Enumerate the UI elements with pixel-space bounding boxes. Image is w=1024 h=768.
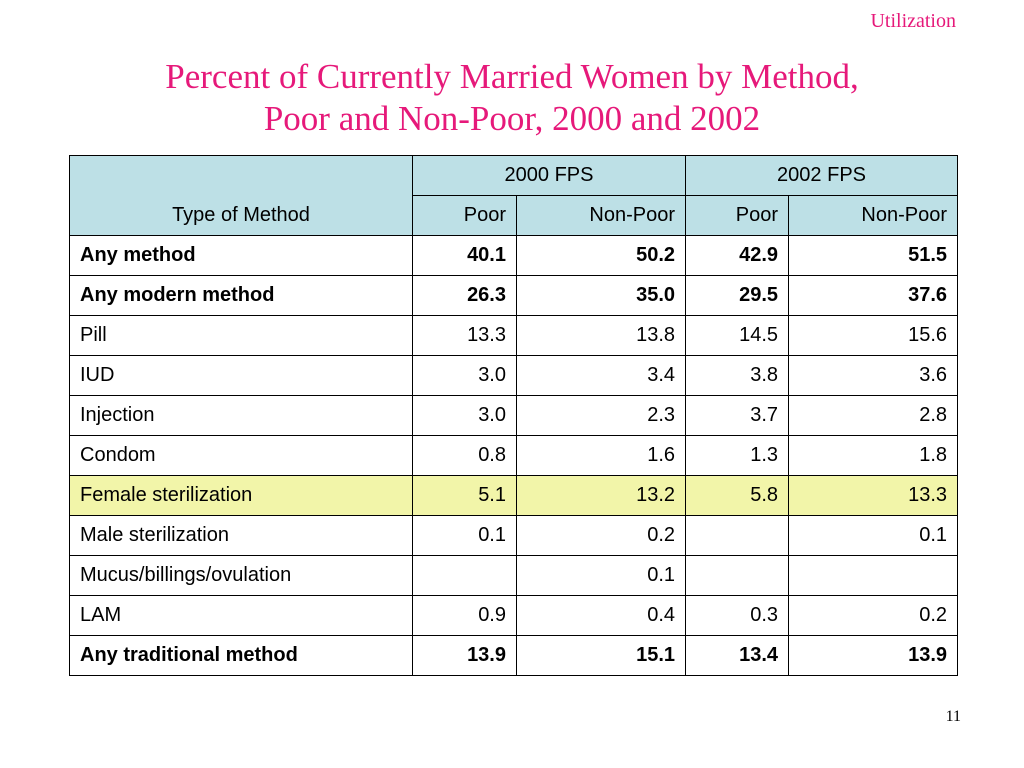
value-cell: 2.3 (515, 395, 687, 436)
value-cell: 13.2 (515, 475, 687, 516)
value-cell: 26.3 (412, 275, 517, 316)
value-cell: 0.1 (515, 555, 687, 596)
value-cell: 13.9 (412, 635, 517, 676)
value-cell: 0.2 (515, 515, 687, 556)
table-row: Any method 40.1 50.2 42.9 51.5 (69, 235, 959, 276)
value-cell: 3.0 (412, 395, 517, 436)
table-row-highlighted: Female sterilization 5.1 13.2 5.8 13.3 (69, 475, 959, 516)
value-cell: 0.4 (515, 595, 687, 636)
table-row: Any traditional method 13.9 15.1 13.4 13… (69, 635, 959, 676)
value-cell: 13.3 (788, 475, 959, 516)
method-name: Injection (69, 395, 413, 436)
slide-title-line-2: Poor and Non-Poor, 2000 and 2002 (263, 99, 761, 138)
method-name: Condom (69, 435, 413, 476)
value-cell: 5.8 (685, 475, 790, 516)
value-cell: 0.9 (412, 595, 517, 636)
value-cell: 0.1 (412, 515, 517, 556)
value-cell (685, 555, 790, 596)
subheader-2000-non-poor: Non-Poor (515, 195, 687, 236)
section-label: Utilization (870, 10, 956, 32)
value-cell: 3.0 (412, 355, 517, 396)
method-name: Mucus/billings/ovulation (69, 555, 413, 596)
value-cell: 1.3 (685, 435, 790, 476)
method-name: Female sterilization (69, 475, 413, 516)
value-cell: 2.8 (788, 395, 959, 436)
subheader-2002-non-poor: Non-Poor (788, 195, 959, 236)
table-row: Male sterilization 0.1 0.2 0.1 (69, 515, 959, 556)
method-name: Any method (69, 235, 413, 276)
value-cell (412, 555, 517, 596)
value-cell: 51.5 (788, 235, 959, 276)
value-cell: 3.8 (685, 355, 790, 396)
method-name: LAM (69, 595, 413, 636)
value-cell: 50.2 (515, 235, 687, 276)
group-header-2000: 2000 FPS (411, 155, 687, 196)
method-name: Any traditional method (69, 635, 413, 676)
table-row: Condom 0.8 1.6 1.3 1.8 (69, 435, 959, 476)
subheader-2000-poor: Poor (412, 195, 517, 236)
value-cell: 3.4 (515, 355, 687, 396)
table-row: LAM 0.9 0.4 0.3 0.2 (69, 595, 959, 636)
method-name: Male sterilization (69, 515, 413, 556)
value-cell (685, 515, 790, 556)
value-cell: 1.6 (515, 435, 687, 476)
value-cell (788, 555, 959, 596)
slide-title-line-1: Percent of Currently Married Women by Me… (165, 57, 859, 96)
page-number: 11 (945, 708, 961, 725)
method-name: Any modern method (69, 275, 413, 316)
table-row: IUD 3.0 3.4 3.8 3.6 (69, 355, 959, 396)
value-cell: 5.1 (412, 475, 517, 516)
value-cell: 3.7 (685, 395, 790, 436)
value-cell: 0.3 (685, 595, 790, 636)
value-cell: 3.6 (788, 355, 959, 396)
value-cell: 15.1 (515, 635, 687, 676)
value-cell: 13.8 (515, 315, 687, 356)
table-row: Any modern method 26.3 35.0 29.5 37.6 (69, 275, 959, 316)
method-name: Pill (69, 315, 413, 356)
value-cell: 13.9 (788, 635, 959, 676)
value-cell: 1.8 (788, 435, 959, 476)
value-cell: 13.3 (412, 315, 517, 356)
table-row: Pill 13.3 13.8 14.5 15.6 (69, 315, 959, 356)
method-table: Type of Method 2000 FPS 2002 FPS Poor No… (69, 155, 959, 676)
slide-title: Percent of Currently Married Women by Me… (0, 56, 1024, 140)
value-cell: 14.5 (685, 315, 790, 356)
value-cell: 0.8 (412, 435, 517, 476)
method-name: IUD (69, 355, 413, 396)
table-row: Injection 3.0 2.3 3.7 2.8 (69, 395, 959, 436)
value-cell: 29.5 (685, 275, 790, 316)
table-row: Mucus/billings/ovulation 0.1 (69, 555, 959, 596)
value-cell: 42.9 (685, 235, 790, 276)
value-cell: 35.0 (515, 275, 687, 316)
group-header-2002: 2002 FPS (685, 155, 959, 196)
value-cell: 37.6 (788, 275, 959, 316)
value-cell: 40.1 (412, 235, 517, 276)
type-of-method-header: Type of Method (69, 155, 413, 236)
value-cell: 13.4 (685, 635, 790, 676)
value-cell: 0.1 (788, 515, 959, 556)
value-cell: 15.6 (788, 315, 959, 356)
value-cell: 0.2 (788, 595, 959, 636)
subheader-2002-poor: Poor (685, 195, 790, 236)
